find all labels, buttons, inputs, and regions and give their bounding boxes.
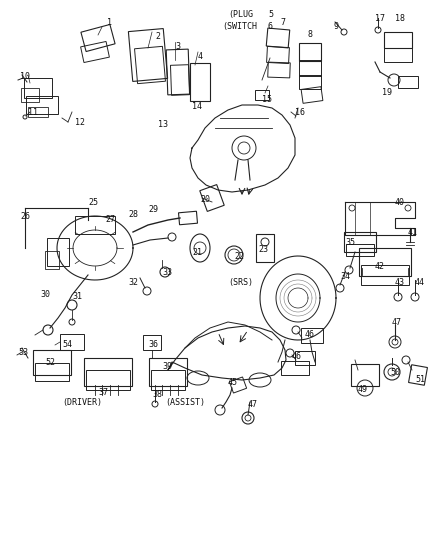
Text: 12: 12: [75, 118, 85, 127]
Text: 52: 52: [45, 358, 55, 367]
Text: 9: 9: [334, 22, 339, 31]
Text: 54: 54: [62, 340, 72, 349]
Text: 53: 53: [18, 348, 28, 357]
Text: 44: 44: [415, 278, 425, 287]
Text: 4: 4: [198, 52, 203, 61]
Text: 10: 10: [20, 72, 30, 81]
Text: 51: 51: [415, 375, 425, 384]
Text: 20: 20: [200, 195, 210, 204]
Text: (PLUG: (PLUG: [228, 10, 253, 19]
Text: 37: 37: [98, 388, 108, 397]
Text: 26: 26: [20, 212, 30, 221]
Text: 19: 19: [382, 88, 392, 97]
Text: 1: 1: [107, 18, 112, 27]
Text: 6: 6: [268, 22, 273, 31]
Text: 15: 15: [262, 95, 272, 104]
Text: 41: 41: [408, 228, 418, 237]
Text: 13: 13: [158, 120, 168, 129]
Text: 8: 8: [308, 30, 313, 39]
Text: 18: 18: [395, 14, 405, 23]
Text: 43: 43: [395, 278, 405, 287]
Text: 42: 42: [375, 262, 385, 271]
Text: 46: 46: [305, 330, 315, 339]
Text: 32: 32: [128, 278, 138, 287]
Text: 11: 11: [28, 108, 38, 117]
Text: 31: 31: [72, 292, 82, 301]
Text: 47: 47: [248, 400, 258, 409]
Text: 23: 23: [258, 245, 268, 254]
Text: 17: 17: [375, 14, 385, 23]
Text: 16: 16: [295, 108, 305, 117]
Text: 22: 22: [234, 252, 244, 261]
Text: 3: 3: [175, 42, 180, 51]
Text: 46: 46: [292, 352, 302, 361]
Text: 7: 7: [280, 18, 285, 27]
Text: 39: 39: [162, 362, 172, 371]
Text: 29: 29: [148, 205, 158, 214]
Text: (SRS): (SRS): [228, 278, 253, 287]
Text: 47: 47: [392, 318, 402, 327]
Text: 50: 50: [390, 368, 400, 377]
Text: (DRIVER): (DRIVER): [62, 398, 102, 407]
Text: 27: 27: [105, 215, 115, 224]
Text: 28: 28: [128, 210, 138, 219]
Text: 21: 21: [192, 248, 202, 257]
Text: 2: 2: [155, 32, 160, 41]
Text: 5: 5: [268, 10, 273, 19]
Text: 49: 49: [358, 385, 368, 394]
Text: 36: 36: [148, 340, 158, 349]
Text: 38: 38: [152, 390, 162, 399]
Text: 25: 25: [88, 198, 98, 207]
Text: (ASSIST): (ASSIST): [165, 398, 205, 407]
Text: 34: 34: [340, 272, 350, 281]
Text: 33: 33: [162, 268, 172, 277]
Text: 40: 40: [395, 198, 405, 207]
Text: 14: 14: [192, 102, 202, 111]
Text: 35: 35: [345, 238, 355, 247]
Text: 45: 45: [228, 378, 238, 387]
Text: (SWITCH: (SWITCH: [222, 22, 257, 31]
Text: 30: 30: [40, 290, 50, 299]
